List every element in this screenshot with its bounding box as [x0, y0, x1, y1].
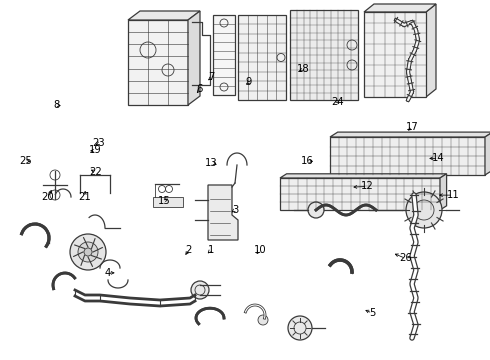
Text: 14: 14: [432, 153, 445, 163]
Polygon shape: [426, 4, 436, 97]
Polygon shape: [485, 132, 490, 175]
Text: 17: 17: [406, 122, 419, 132]
Text: 21: 21: [78, 192, 91, 202]
Text: 5: 5: [369, 308, 376, 318]
Circle shape: [70, 234, 106, 270]
Text: 3: 3: [232, 204, 238, 215]
Bar: [238, 15, 286, 100]
Text: 1: 1: [207, 245, 214, 255]
Circle shape: [406, 192, 442, 228]
Bar: [280, 178, 440, 210]
Circle shape: [84, 248, 92, 256]
Circle shape: [308, 202, 324, 218]
Circle shape: [191, 281, 209, 299]
Text: 15: 15: [158, 196, 171, 206]
Text: 13: 13: [205, 158, 218, 168]
Polygon shape: [330, 132, 490, 137]
Text: 8: 8: [53, 100, 59, 110]
Bar: [153, 197, 183, 207]
Circle shape: [78, 242, 98, 262]
Polygon shape: [128, 11, 200, 20]
Text: 18: 18: [296, 64, 309, 74]
Bar: [213, 15, 235, 95]
Text: 25: 25: [19, 156, 32, 166]
Bar: [330, 137, 485, 175]
Text: 12: 12: [361, 181, 374, 192]
Text: 19: 19: [89, 145, 102, 156]
Text: 16: 16: [301, 156, 314, 166]
Text: 26: 26: [399, 253, 412, 264]
Bar: [290, 10, 358, 100]
Circle shape: [288, 316, 312, 340]
Polygon shape: [188, 11, 200, 105]
Polygon shape: [280, 174, 446, 178]
Text: 4: 4: [105, 268, 111, 278]
Text: 6: 6: [196, 84, 203, 94]
Text: 23: 23: [93, 138, 105, 148]
Text: 7: 7: [208, 72, 215, 82]
Polygon shape: [364, 12, 426, 97]
Text: 10: 10: [253, 245, 266, 255]
Text: 2: 2: [185, 245, 192, 255]
Circle shape: [258, 315, 268, 325]
Text: 20: 20: [42, 192, 54, 202]
Polygon shape: [208, 185, 238, 240]
Polygon shape: [364, 4, 436, 12]
Polygon shape: [128, 20, 188, 105]
Polygon shape: [440, 174, 446, 210]
Text: 11: 11: [447, 190, 460, 200]
Text: 24: 24: [331, 96, 343, 107]
Text: 22: 22: [89, 167, 102, 177]
Text: 9: 9: [245, 77, 252, 87]
